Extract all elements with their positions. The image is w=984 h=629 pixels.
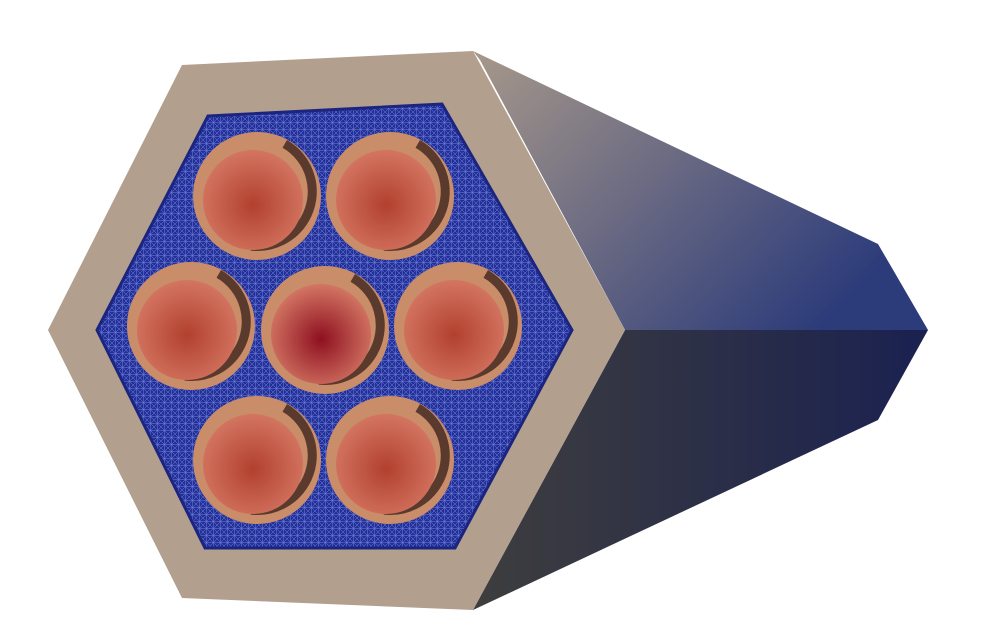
fuel-pellet (203, 150, 303, 250)
gap-shadow (131, 262, 251, 382)
gap-shadow (398, 262, 518, 382)
fuel-pellet (336, 150, 436, 250)
gap-shadow (330, 132, 450, 252)
fuel-pellet (336, 414, 436, 514)
fuel-pellet (137, 280, 237, 380)
fuel-pins (127, 132, 522, 524)
fuel-pellet (203, 414, 303, 514)
fuel-pin (127, 262, 255, 390)
fuel-pellet (271, 284, 371, 384)
fuel-pellet (404, 280, 504, 380)
gap-shadow (265, 266, 385, 386)
duct-side-right (473, 330, 928, 610)
fuel-pin (193, 396, 321, 524)
fuel-pin (326, 132, 454, 260)
fuel-pin-center (261, 266, 389, 394)
gap-shadow (330, 396, 450, 516)
fuel-pin (326, 396, 454, 524)
fuel-pin (394, 262, 522, 390)
gap-shadow (197, 396, 317, 516)
fuel-pin (193, 132, 321, 260)
gap-shadow (197, 132, 317, 252)
duct-side-top (473, 51, 928, 330)
